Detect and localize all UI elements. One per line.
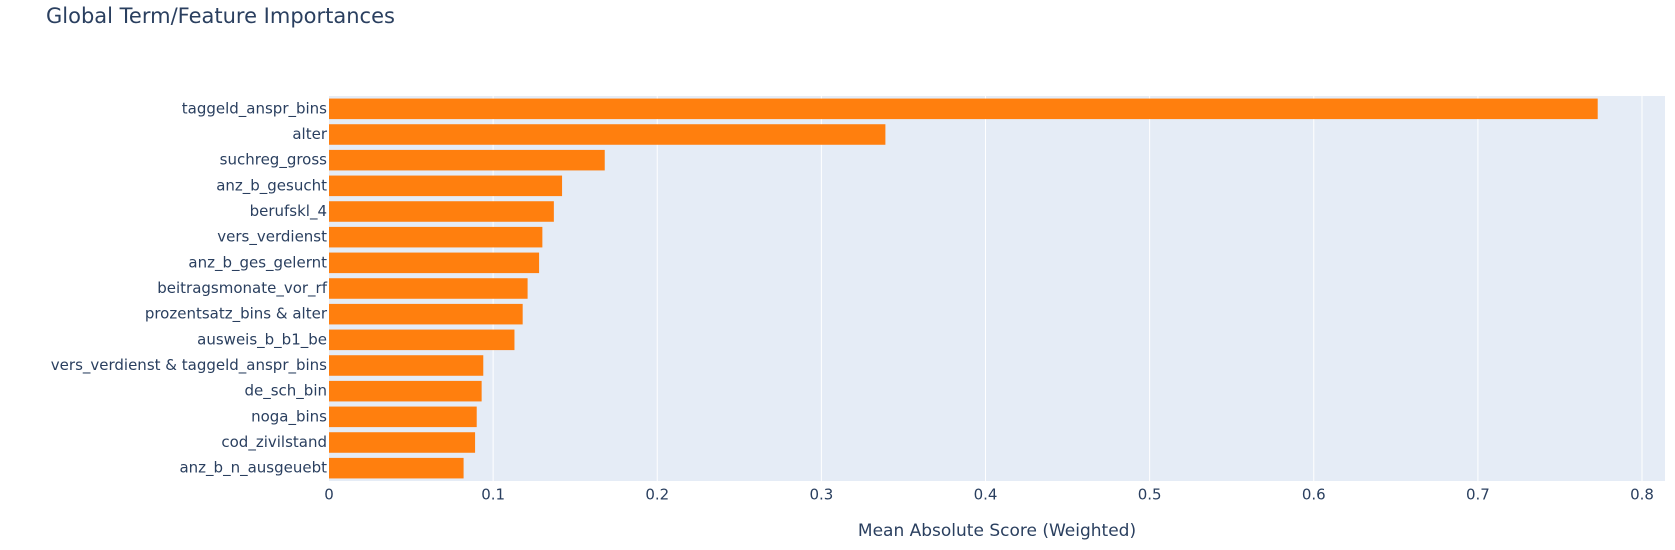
bar [329,457,464,479]
bar [329,355,484,376]
bar [329,252,540,274]
y-tick-label: anz_b_n_ausgeuebt [179,459,327,478]
y-tick-label: vers_verdienst [217,228,327,247]
x-tick-label: 0.4 [974,486,998,504]
y-tick-label: anz_b_ges_gelernt [188,253,327,272]
y-tick-label: ausweis_b_b1_be [197,330,327,349]
x-tick-label: 0.7 [1466,486,1490,504]
bar [329,201,554,222]
x-axis-title: Mean Absolute Score (Weighted) [858,521,1136,541]
y-tick-label: de_sch_bin [244,382,327,401]
y-tick-label: beitragsmonate_vor_rf [157,279,327,298]
x-tick-label: 0.3 [809,486,833,504]
bar [329,226,543,248]
bar [329,329,515,351]
bar [329,278,528,299]
x-tick-label: 0.1 [481,486,505,504]
bar [329,406,477,428]
x-tick-label: 0.5 [1138,486,1162,504]
x-tick-label: 0.8 [1630,486,1654,504]
bar [329,175,563,197]
y-tick-label: prozentsatz_bins & alter [145,305,328,324]
y-tick-label: anz_b_gesucht [216,176,327,195]
bar [329,124,886,145]
y-tick-label: cod_zivilstand [221,433,327,452]
bar [329,98,1598,120]
y-tick-label: berufskl_4 [250,202,327,221]
y-tick-label: alter [292,125,327,143]
y-tick-label: vers_verdienst & taggeld_anspr_bins [51,356,327,375]
y-tick-label: taggeld_anspr_bins [182,99,327,118]
x-tick-label: 0 [324,486,334,504]
x-tick-label: 0.6 [1302,486,1326,504]
y-tick-label: noga_bins [251,407,327,426]
bar [329,149,605,171]
bar [329,380,482,402]
y-tick-label: suchreg_gross [220,151,328,170]
chart-title: Global Term/Feature Importances [46,4,395,28]
bar [329,432,476,453]
bar [329,303,523,325]
x-tick-label: 0.2 [645,486,669,504]
